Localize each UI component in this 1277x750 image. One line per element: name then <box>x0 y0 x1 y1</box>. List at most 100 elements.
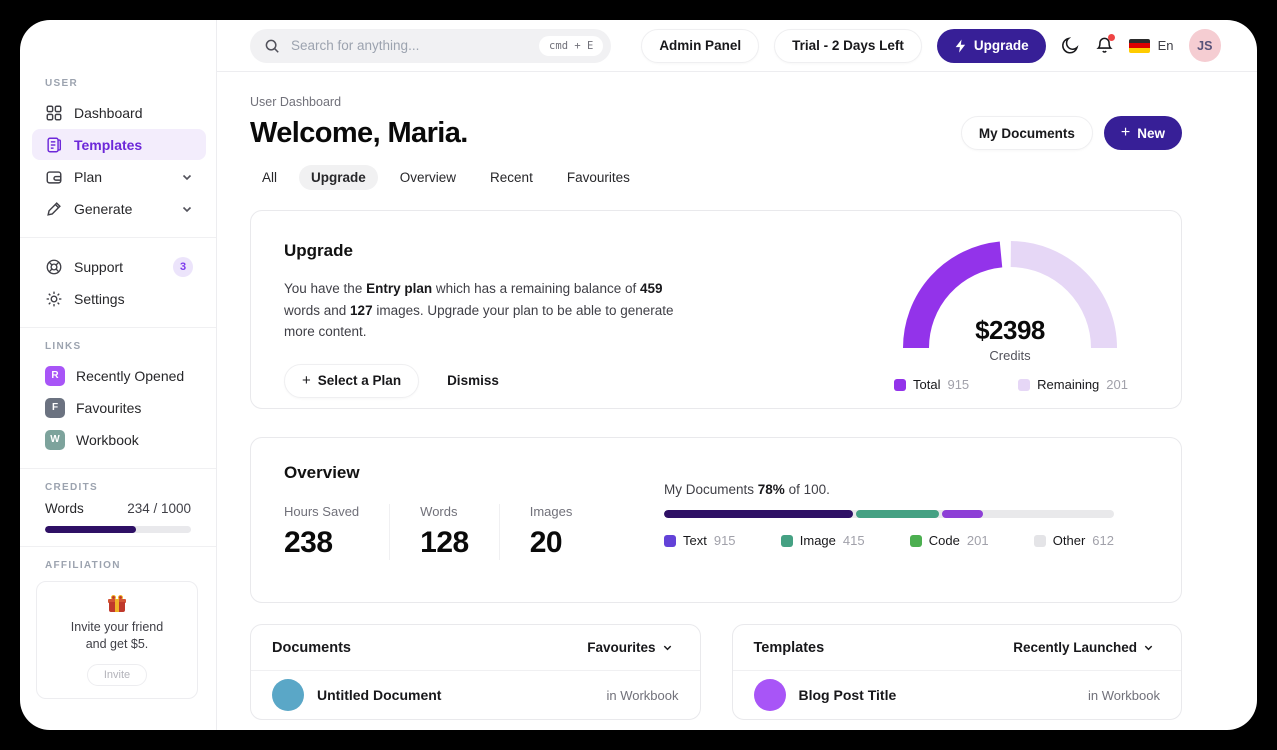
legend-swatch <box>894 378 906 391</box>
segment-image <box>856 510 940 518</box>
overview-card-left: Overview Hours Saved 238 Words 128 Image… <box>284 463 632 602</box>
workspace-letter-badge: R <box>45 365 65 386</box>
documents-filter-dropdown[interactable]: Favourites <box>581 639 678 656</box>
my-documents-button[interactable]: My Documents <box>960 116 1093 150</box>
admin-panel-button[interactable]: Admin Panel <box>641 28 760 63</box>
documents-progress: My Documents 78% of 100. Text 915 <box>664 463 1114 602</box>
lifebuoy-icon <box>45 258 63 276</box>
credits-label: Words <box>45 501 84 516</box>
gauge-segment-total <box>903 241 1003 349</box>
credits-value: 234 / 1000 <box>127 501 191 516</box>
stats-row: Hours Saved 238 Words 128 Images 20 <box>284 504 632 560</box>
plus-icon: + <box>1120 123 1131 141</box>
affiliation-card: Invite your friend and get $5. Invite <box>36 581 198 699</box>
search-icon <box>264 38 280 54</box>
gift-icon <box>108 595 126 612</box>
search-shortcut-hint: cmd + E <box>539 35 604 56</box>
tab-upgrade[interactable]: Upgrade <box>299 165 378 190</box>
sidebar-divider <box>20 327 216 328</box>
support-badge: 3 <box>173 256 193 277</box>
stacked-progress-bar <box>664 510 1114 518</box>
sidebar-item-label: Recently Opened <box>76 367 185 384</box>
tab-recent[interactable]: Recent <box>490 170 533 185</box>
legend-item-other: Other 612 <box>1033 533 1114 548</box>
trial-status-button[interactable]: Trial - 2 Days Left <box>774 28 922 63</box>
notification-dot <box>1107 34 1115 41</box>
sidebar-item-label: Support <box>74 258 124 275</box>
chevron-down-icon <box>662 642 673 653</box>
credits-gauge: $2398 Credits Total 915 Remaining <box>884 235 1136 408</box>
sidebar-item-plan[interactable]: Plan <box>32 161 206 192</box>
segment-text <box>664 510 853 518</box>
topbar: cmd + E Admin Panel Trial - 2 Days Left … <box>217 20 1257 72</box>
sidebar: USER Dashboard Templates Plan Generate S… <box>20 20 217 730</box>
grid-icon <box>45 104 63 122</box>
sidebar-item-recently-opened[interactable]: R Recently Opened <box>32 360 206 391</box>
progress-legend: Text 915 Image 415 Code 201 <box>664 533 1114 548</box>
upgrade-card-body: You have the Entry plan which has a rema… <box>284 281 674 340</box>
sidebar-item-settings[interactable]: Settings <box>32 283 206 314</box>
legend-item-text: Text 915 <box>664 533 736 548</box>
search-input[interactable] <box>289 37 531 54</box>
moon-icon <box>1061 36 1080 55</box>
credits-progress-bar <box>45 526 191 533</box>
tab-all[interactable]: All <box>262 170 278 185</box>
gauge-segment-remaining <box>1010 241 1117 349</box>
language-label[interactable]: En <box>1157 38 1174 53</box>
select-plan-button[interactable]: + Select a Plan <box>284 363 420 398</box>
template-location: in Workbook <box>1087 687 1160 703</box>
language-flag-icon[interactable] <box>1128 38 1150 53</box>
sidebar-item-label: Templates <box>74 136 143 153</box>
tab-favourites[interactable]: Favourites <box>566 170 630 185</box>
tab-overview[interactable]: Overview <box>399 170 457 185</box>
document-row[interactable]: Untitled Document in Workbook <box>251 671 700 719</box>
chevron-down-icon <box>1143 642 1154 653</box>
template-name: Blog Post Title <box>798 687 897 703</box>
upgrade-card-title: Upgrade <box>284 241 353 260</box>
sidebar-divider <box>20 468 216 469</box>
sidebar-item-templates[interactable]: Templates <box>32 129 206 160</box>
user-avatar[interactable]: JS <box>1188 29 1221 62</box>
sidebar-item-label: Settings <box>74 290 125 307</box>
template-row[interactable]: Blog Post Title in Workbook <box>733 671 1182 719</box>
invite-button[interactable]: Invite <box>86 663 148 686</box>
notifications-button[interactable] <box>1095 34 1115 55</box>
legend-swatch <box>780 534 793 547</box>
new-button[interactable]: + New <box>1103 116 1182 150</box>
overview-card-title: Overview <box>284 463 360 482</box>
sidebar-item-favourites[interactable]: F Favourites <box>32 392 206 423</box>
sidebar-item-label: Plan <box>74 168 103 185</box>
templates-card: Templates Recently Launched Blog Post Ti… <box>731 624 1182 720</box>
dark-mode-toggle[interactable] <box>1061 36 1080 55</box>
gauge-value: $2398 <box>975 315 1045 345</box>
dismiss-button[interactable]: Dismiss <box>447 373 499 389</box>
sidebar-item-dashboard[interactable]: Dashboard <box>32 97 206 128</box>
search-bar[interactable]: cmd + E <box>250 28 612 63</box>
page-content: User Dashboard Welcome, Maria. My Docume… <box>217 72 1257 730</box>
legend-item-total: Total 915 <box>894 377 969 392</box>
legend-swatch <box>664 534 676 547</box>
sidebar-divider <box>20 237 216 238</box>
wallet-icon <box>45 168 63 186</box>
upgrade-card: Upgrade You have the Entry plan which ha… <box>250 210 1182 409</box>
main-area: cmd + E Admin Panel Trial - 2 Days Left … <box>217 20 1257 730</box>
sidebar-item-support[interactable]: Support 3 <box>32 251 206 282</box>
templates-filter-dropdown[interactable]: Recently Launched <box>1007 639 1160 656</box>
sidebar-section-user: USER <box>45 78 78 89</box>
pencil-icon <box>45 200 63 218</box>
sidebar-item-workbook[interactable]: W Workbook <box>32 424 206 455</box>
sidebar-section-affiliation: AFFILIATION <box>45 560 121 571</box>
legend-item-code: Code 201 <box>909 533 989 548</box>
bolt-icon <box>954 38 967 53</box>
affiliation-text: Invite your friend and get $5. <box>70 620 164 651</box>
app-window: USER Dashboard Templates Plan Generate S… <box>20 20 1257 730</box>
chevron-down-icon <box>181 203 193 215</box>
upgrade-button[interactable]: Upgrade <box>936 28 1046 63</box>
filter-tabs: All Upgrade Overview Recent Favourites <box>250 165 1182 190</box>
bell-icon <box>1095 36 1114 55</box>
documents-card-title: Documents <box>272 639 351 656</box>
stat-words: Words 128 <box>420 504 500 560</box>
sidebar-item-label: Generate <box>74 200 133 217</box>
legend-swatch <box>1018 378 1031 391</box>
sidebar-item-generate[interactable]: Generate <box>32 193 206 224</box>
